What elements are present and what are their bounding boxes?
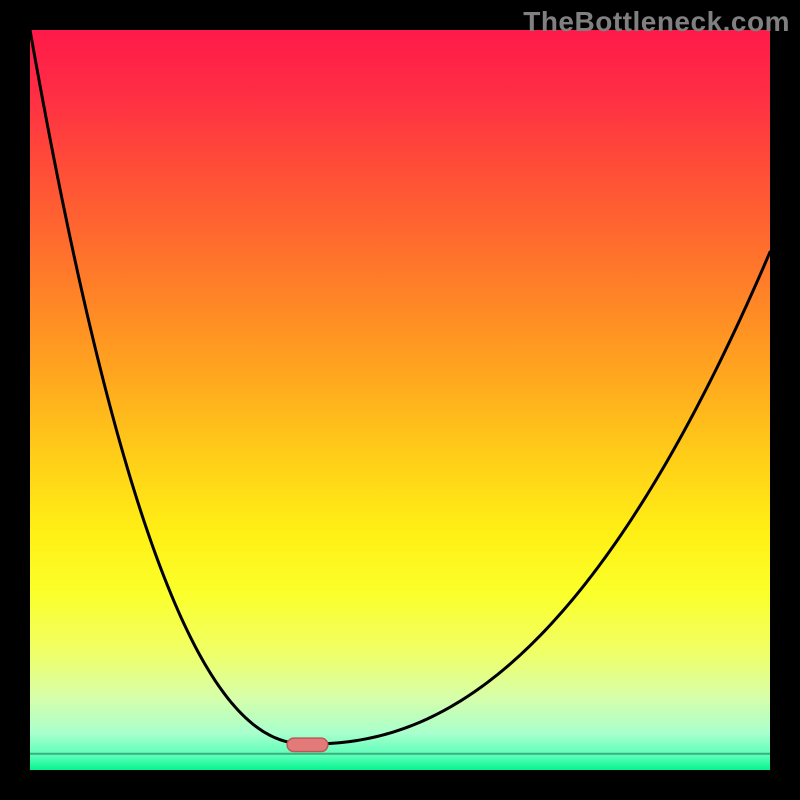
watermark-text: TheBottleneck.com [523,6,790,38]
plot-area [30,30,770,770]
vertex-marker [287,738,328,751]
chart-root: TheBottleneck.com [0,0,800,800]
chart-svg [0,0,800,800]
